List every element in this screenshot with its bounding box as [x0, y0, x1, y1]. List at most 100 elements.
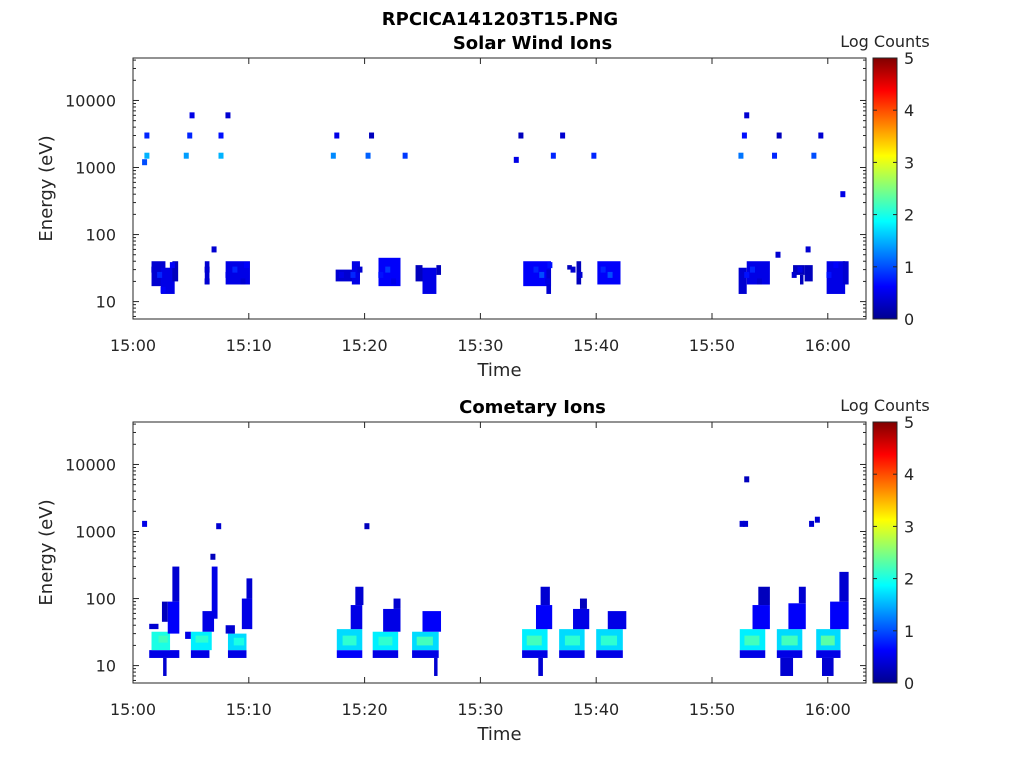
- y-tick-label: 100: [85, 226, 116, 245]
- data-cell: [570, 266, 576, 273]
- y-tick-label: 1000: [75, 159, 116, 178]
- data-cell: [162, 278, 168, 285]
- data-cell: [752, 605, 770, 630]
- data-cell: [798, 586, 806, 604]
- data-cell: [342, 635, 357, 646]
- y-tick-label: 10000: [65, 91, 116, 110]
- data-cell: [351, 261, 360, 285]
- data-cell: [540, 586, 550, 606]
- data-cell: [826, 261, 846, 294]
- data-cell: [350, 605, 363, 630]
- data-cell: [750, 266, 756, 273]
- colorbar-tick-label: 4: [904, 465, 914, 484]
- data-cell: [216, 523, 222, 530]
- data-cell: [393, 598, 401, 609]
- data-cell: [167, 601, 180, 634]
- y-tick-label: 10: [96, 657, 116, 676]
- data-cell: [434, 657, 438, 676]
- data-cell: [567, 265, 572, 270]
- data-cell: [804, 265, 813, 282]
- y-axis-label: Energy (eV): [36, 135, 57, 241]
- data-cell: [744, 112, 750, 119]
- plot-frame: [132, 57, 867, 320]
- data-cell: [538, 657, 543, 676]
- colorbar-tick-label: 4: [904, 101, 914, 120]
- data-cell: [776, 650, 803, 658]
- data-cell: [743, 520, 749, 527]
- data-cell: [233, 637, 245, 646]
- data-cell: [158, 635, 168, 643]
- data-cell: [246, 578, 253, 599]
- data-cell: [144, 152, 150, 159]
- colorbar-tick-label: 1: [904, 622, 914, 641]
- data-cell: [522, 650, 548, 658]
- data-cell: [436, 265, 442, 275]
- data-cell: [607, 611, 627, 630]
- data-cell: [741, 132, 747, 139]
- data-cell: [227, 650, 247, 658]
- data-cell: [840, 191, 846, 198]
- data-cell: [818, 132, 824, 139]
- data-cell: [330, 152, 336, 159]
- data-cell: [383, 608, 401, 632]
- data-cell: [738, 152, 744, 159]
- colorbar-gradient: [872, 421, 898, 684]
- data-cell: [791, 271, 797, 278]
- data-cell: [775, 251, 781, 258]
- x-axis-label: Time: [476, 360, 521, 381]
- data-cell: [357, 266, 363, 273]
- data-cell: [805, 246, 811, 253]
- x-tick-label: 15:50: [689, 336, 735, 355]
- data-cell: [577, 271, 583, 278]
- data-cell: [149, 650, 180, 658]
- data-cell: [225, 625, 235, 634]
- colorbar-tick-label: 2: [904, 206, 914, 225]
- data-cell: [185, 631, 191, 639]
- data-cell: [335, 269, 360, 282]
- data-cell: [430, 286, 436, 293]
- cometary-ions-panel: 15:00 15:10 15:20 15:30 15:40 15:50 16:0010100…: [36, 396, 930, 745]
- y-tick-label: 1000: [75, 523, 116, 542]
- data-cell: [607, 271, 613, 278]
- data-cell: [826, 271, 832, 278]
- data-cell: [232, 266, 238, 273]
- x-axis-label: Time: [476, 724, 521, 745]
- data-cell: [160, 286, 166, 293]
- data-cell: [243, 262, 249, 269]
- data-cell: [422, 611, 442, 632]
- x-tick-label: 15:30: [457, 336, 503, 355]
- data-cell: [369, 132, 375, 139]
- data-cell: [744, 271, 750, 278]
- data-cell: [600, 635, 618, 646]
- data-cell: [350, 271, 356, 278]
- data-cell: [225, 112, 231, 119]
- data-cell: [204, 278, 210, 285]
- colorbar-tick-label: 0: [904, 310, 914, 329]
- x-tick-label: 15:20: [342, 700, 388, 719]
- data-cell: [218, 132, 224, 139]
- x-tick-label: 15:00: [110, 336, 156, 355]
- x-tick-label: 15:20: [342, 336, 388, 355]
- data-cell: [600, 266, 606, 273]
- data-cell: [211, 566, 218, 619]
- data-cell: [526, 635, 542, 646]
- data-cell: [241, 598, 253, 630]
- data-cell: [151, 266, 157, 273]
- data-cell: [539, 271, 545, 278]
- y-axis-label: Energy (eV): [36, 499, 57, 605]
- data-cell: [781, 635, 798, 646]
- data-cell: [560, 132, 566, 139]
- data-cell: [739, 520, 745, 527]
- data-cell: [839, 571, 849, 602]
- colorbar-tick-label: 3: [904, 153, 914, 172]
- x-tick-label: 15:10: [226, 700, 272, 719]
- data-cell: [364, 523, 370, 530]
- data-cell: [163, 657, 167, 676]
- data-cell: [210, 553, 216, 560]
- x-tick-label: 15:40: [573, 700, 619, 719]
- data-cell: [172, 566, 180, 602]
- data-cell: [172, 261, 179, 282]
- data-cell: [821, 657, 834, 676]
- plot-frame: [132, 421, 867, 684]
- data-cell: [355, 586, 364, 606]
